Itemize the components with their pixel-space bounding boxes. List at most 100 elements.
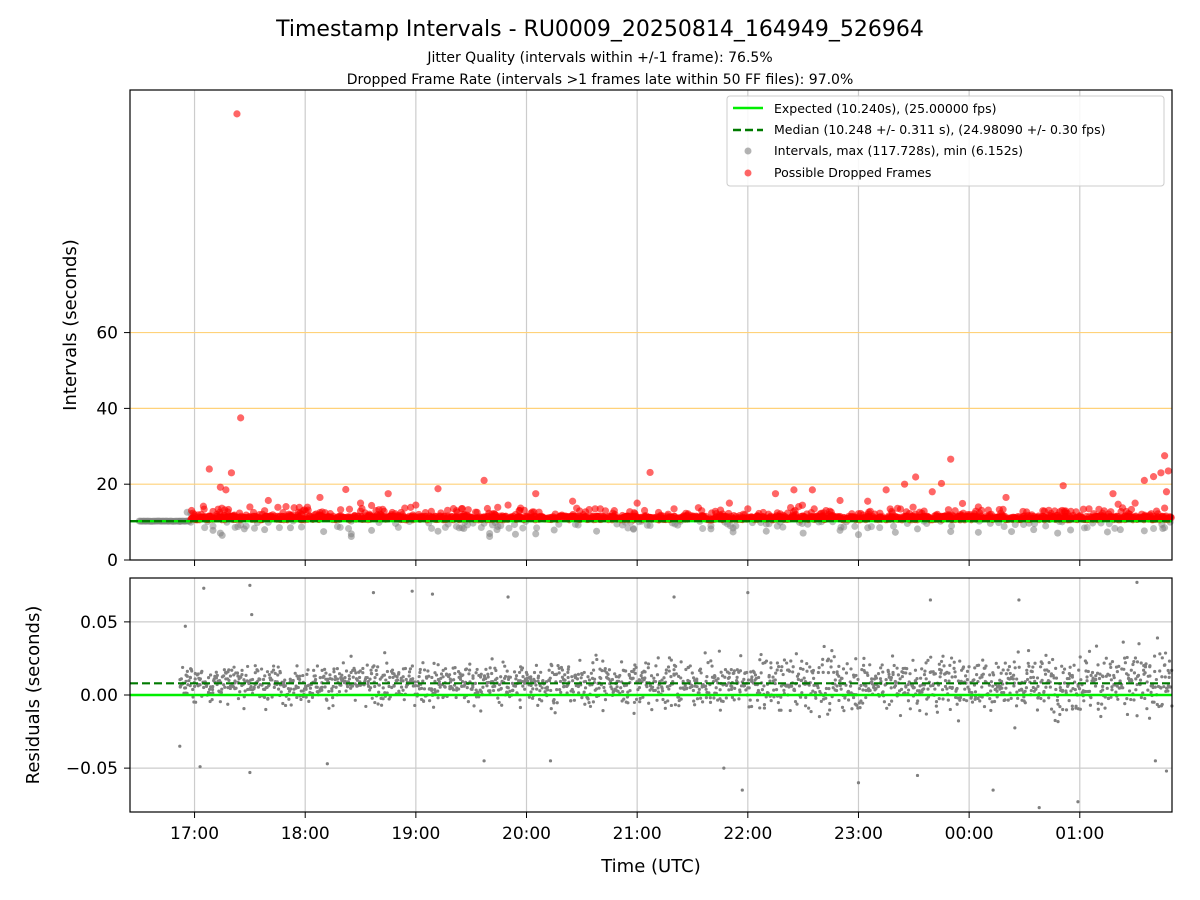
residual-point [953, 675, 957, 679]
residual-point [943, 684, 948, 689]
residual-point [915, 676, 919, 681]
residual-point [1104, 656, 1108, 660]
residual-point [261, 677, 266, 682]
residual-point [893, 684, 898, 688]
residual-point [837, 698, 841, 703]
residual-point [1144, 662, 1148, 666]
residual-point [395, 675, 399, 679]
residual-point [796, 677, 800, 681]
residual-point [548, 759, 553, 763]
interval-point [1008, 528, 1016, 536]
residual-point [769, 698, 773, 703]
dropped-frame-point [380, 507, 388, 515]
residual-point [1054, 687, 1058, 692]
residual-point [293, 671, 297, 675]
residual-point [244, 673, 248, 677]
residual-point [361, 666, 365, 671]
residual-point [870, 677, 874, 681]
residual-point [1073, 688, 1077, 692]
residual-point [1160, 702, 1164, 707]
residual-point [946, 698, 950, 702]
residual-point [500, 703, 504, 707]
residual-point [835, 684, 839, 688]
residual-point [788, 708, 792, 713]
residual-point [228, 684, 233, 688]
residual-point [508, 689, 512, 693]
residual-point [922, 672, 927, 677]
residual-point [721, 699, 725, 704]
residuals-axes-frame [129, 577, 1173, 813]
residual-point [1082, 699, 1086, 703]
residual-point [527, 695, 531, 699]
interval-point [275, 524, 283, 532]
residual-point [1155, 636, 1160, 640]
residual-point [785, 661, 789, 665]
residual-point [762, 684, 766, 688]
residual-point [296, 685, 300, 690]
dropped-frame-point [958, 499, 967, 508]
residual-point [387, 684, 391, 689]
interval-point [237, 521, 245, 529]
residual-point [211, 685, 215, 689]
residual-point [775, 661, 780, 665]
residual-point [281, 701, 285, 706]
residual-point [798, 695, 803, 699]
residual-point [1077, 668, 1081, 672]
residual-point [843, 696, 847, 700]
residual-point [742, 684, 747, 688]
residual-point [861, 701, 865, 705]
residual-point [443, 667, 448, 671]
residual-point [325, 762, 329, 766]
residual-point [739, 654, 743, 658]
residual-point [1152, 654, 1157, 658]
residual-point [1044, 685, 1048, 689]
residual-point [779, 668, 783, 673]
residual-point [282, 681, 286, 685]
residual-point [1114, 690, 1118, 694]
residual-point [579, 676, 583, 680]
residual-point [591, 661, 595, 665]
residual-point [1108, 662, 1112, 666]
dropped-frame-point [274, 503, 282, 511]
residual-point [276, 665, 280, 669]
residual-point [631, 676, 635, 680]
residual-point [1115, 684, 1119, 688]
residual-point [981, 658, 985, 662]
residual-point [1004, 686, 1008, 690]
residual-point [829, 659, 833, 663]
residual-point [713, 674, 717, 679]
dropped-frame-point [937, 479, 946, 488]
residual-point [1006, 668, 1010, 672]
residual-point [433, 671, 437, 675]
residual-point [821, 670, 825, 674]
residual-point [242, 707, 246, 711]
residual-point [1061, 670, 1065, 675]
residual-point [799, 678, 803, 683]
residual-point [653, 679, 658, 684]
residual-point [749, 704, 754, 709]
residual-point [849, 667, 853, 671]
interval-point [1000, 522, 1008, 530]
residual-point [548, 676, 552, 680]
interval-point [891, 528, 899, 536]
residual-point [791, 670, 795, 674]
residual-points [178, 580, 1174, 810]
residual-point [735, 675, 739, 679]
residual-point [692, 676, 696, 680]
residual-point [312, 668, 316, 672]
dropped-frame-point [1161, 504, 1169, 512]
residual-point [259, 667, 264, 671]
dropped-frame-point [1149, 473, 1158, 481]
residual-point [467, 672, 471, 676]
residual-point [641, 695, 645, 699]
residual-point [624, 669, 628, 673]
residual-point [1011, 677, 1015, 681]
residual-point [1011, 673, 1016, 677]
residual-point [223, 685, 227, 689]
interval-point [394, 523, 402, 531]
residual-point [999, 671, 1003, 675]
residual-point [194, 700, 198, 704]
interval-point [218, 531, 226, 539]
residual-point [704, 696, 709, 700]
residual-point [1132, 698, 1136, 702]
